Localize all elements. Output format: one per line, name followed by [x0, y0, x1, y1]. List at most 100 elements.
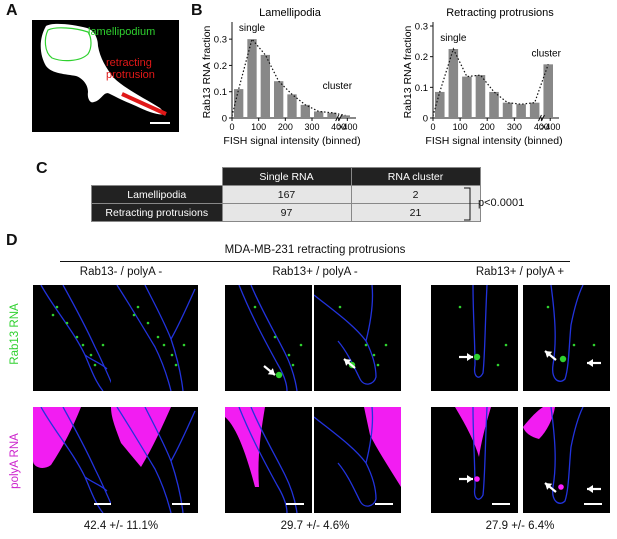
bar [489, 91, 499, 118]
cell-outline-drawing [238, 285, 303, 391]
arrow-icon [459, 475, 473, 483]
table-cell: 167 [221, 185, 352, 204]
cell-outline-drawing [40, 285, 116, 391]
scale-bar [286, 503, 304, 505]
y-tick-label: 0.2 [214, 61, 227, 72]
table-corner [92, 168, 223, 186]
axis-break [537, 114, 542, 122]
row-label-rab13: Rab13 RNA [9, 303, 21, 365]
polya-fish-image [225, 407, 312, 513]
axis-break [540, 114, 545, 122]
bar [462, 76, 472, 118]
bar [287, 94, 297, 118]
arrow-icon [544, 350, 557, 361]
polya-fish-image [33, 407, 120, 513]
arrow-icon [544, 482, 557, 493]
bar [300, 104, 310, 118]
arrow-icon [263, 365, 276, 376]
percentage-label: 29.7 +/- 4.6% [280, 520, 350, 532]
x-tick-label: 0 [229, 122, 234, 132]
scale-bar [150, 122, 170, 124]
table-bracket [464, 187, 471, 221]
x-tick-label: 400 [331, 122, 346, 132]
scale-bar [94, 503, 112, 505]
panel-a-letter: A [6, 2, 18, 19]
cell-outline-drawing [455, 407, 491, 500]
table-row: Retracting protrusions 97 21 [91, 203, 481, 222]
x-tick-label: 100 [453, 122, 468, 132]
table-row-label: Lamellipodia [91, 185, 223, 204]
arrow-icon [459, 353, 473, 361]
annotation-cluster: cluster [531, 48, 561, 59]
bar [435, 91, 445, 118]
panel-d-title: MDA-MB-231 retracting protrusions [224, 244, 406, 256]
scale-bar [584, 503, 602, 505]
x-axis-label: FISH signal intensity (binned) [223, 135, 360, 147]
cell-outline-drawing [111, 407, 196, 513]
annotation-cluster: cluster [323, 81, 353, 92]
arrow-icon [587, 359, 601, 367]
x-axis-label: FISH signal intensity (binned) [425, 135, 562, 147]
table-cell: 97 [221, 203, 352, 222]
scale-bar [492, 503, 510, 505]
x-tick-label: 100 [251, 122, 266, 132]
cell-outline-drawing [458, 285, 508, 378]
x-tick-label: 200 [480, 122, 495, 132]
table-cell: 2 [350, 185, 481, 204]
chart-title: Lamellipodia [259, 7, 322, 19]
table-header: Single RNA [221, 167, 352, 186]
arrow-icon [343, 358, 356, 369]
y-tick-label: 0.1 [214, 87, 227, 98]
y-tick-label: 0 [222, 114, 227, 125]
x-tick-label: >400 [540, 122, 560, 132]
panel-d-title-rule [60, 261, 570, 262]
polya-fish-image [523, 407, 610, 513]
bar [327, 112, 337, 118]
x-tick-label: 200 [278, 122, 293, 132]
cell-outline-drawing [116, 285, 196, 391]
bar [448, 49, 459, 118]
cell-drawing [40, 23, 167, 116]
scale-bar [172, 503, 190, 505]
bar [234, 89, 244, 118]
trend-line [231, 37, 346, 117]
percentage-label: 27.9 +/- 6.4% [485, 520, 555, 532]
y-tick-label: 0.1 [415, 83, 428, 94]
polya-fish-image [314, 407, 401, 513]
y-axis-label: Rab13 RNA fraction [402, 25, 414, 118]
cell-outline-drawing [225, 407, 298, 513]
group-label: Rab13+ / polyA + [475, 266, 565, 278]
x-tick-label: 400 [534, 122, 549, 132]
annotation-single: single [239, 23, 266, 34]
rab13-fish-image [111, 285, 198, 391]
arrow-icon [587, 485, 601, 493]
bar [475, 75, 486, 118]
chart-title: Retracting protrusions [446, 7, 554, 19]
protrusion-label: protrusion [106, 69, 155, 81]
scale-bar [375, 503, 393, 505]
axis-break [338, 114, 343, 122]
y-tick-label: 0 [423, 114, 428, 125]
group-label: Rab13- / polyA - [79, 266, 163, 278]
table-header: RNA cluster [350, 167, 481, 186]
rab13-fish-image [225, 285, 312, 391]
x-tick-label: >400 [337, 122, 357, 132]
polya-fish-image [111, 407, 198, 513]
cell-outline-drawing [523, 407, 601, 504]
percentage-label: 42.4 +/- 11.1% [83, 520, 159, 532]
panel-d-letter: D [6, 232, 18, 249]
y-tick-label: 0.3 [415, 22, 428, 33]
annotation-single: single [440, 33, 467, 44]
panel-b-letter: B [191, 2, 203, 19]
y-tick-label: 0.3 [214, 35, 227, 46]
bar [260, 54, 270, 118]
lamellipodium-label: lamellipodium [88, 26, 156, 38]
table-row-label: Retracting protrusions [91, 203, 223, 222]
rab13-fish-image [431, 285, 518, 391]
retracting-label: retracting [106, 57, 152, 69]
bar [340, 115, 350, 118]
panel-c-letter: C [36, 160, 48, 177]
cell-outline-drawing [544, 285, 601, 382]
axis-break [335, 114, 340, 122]
